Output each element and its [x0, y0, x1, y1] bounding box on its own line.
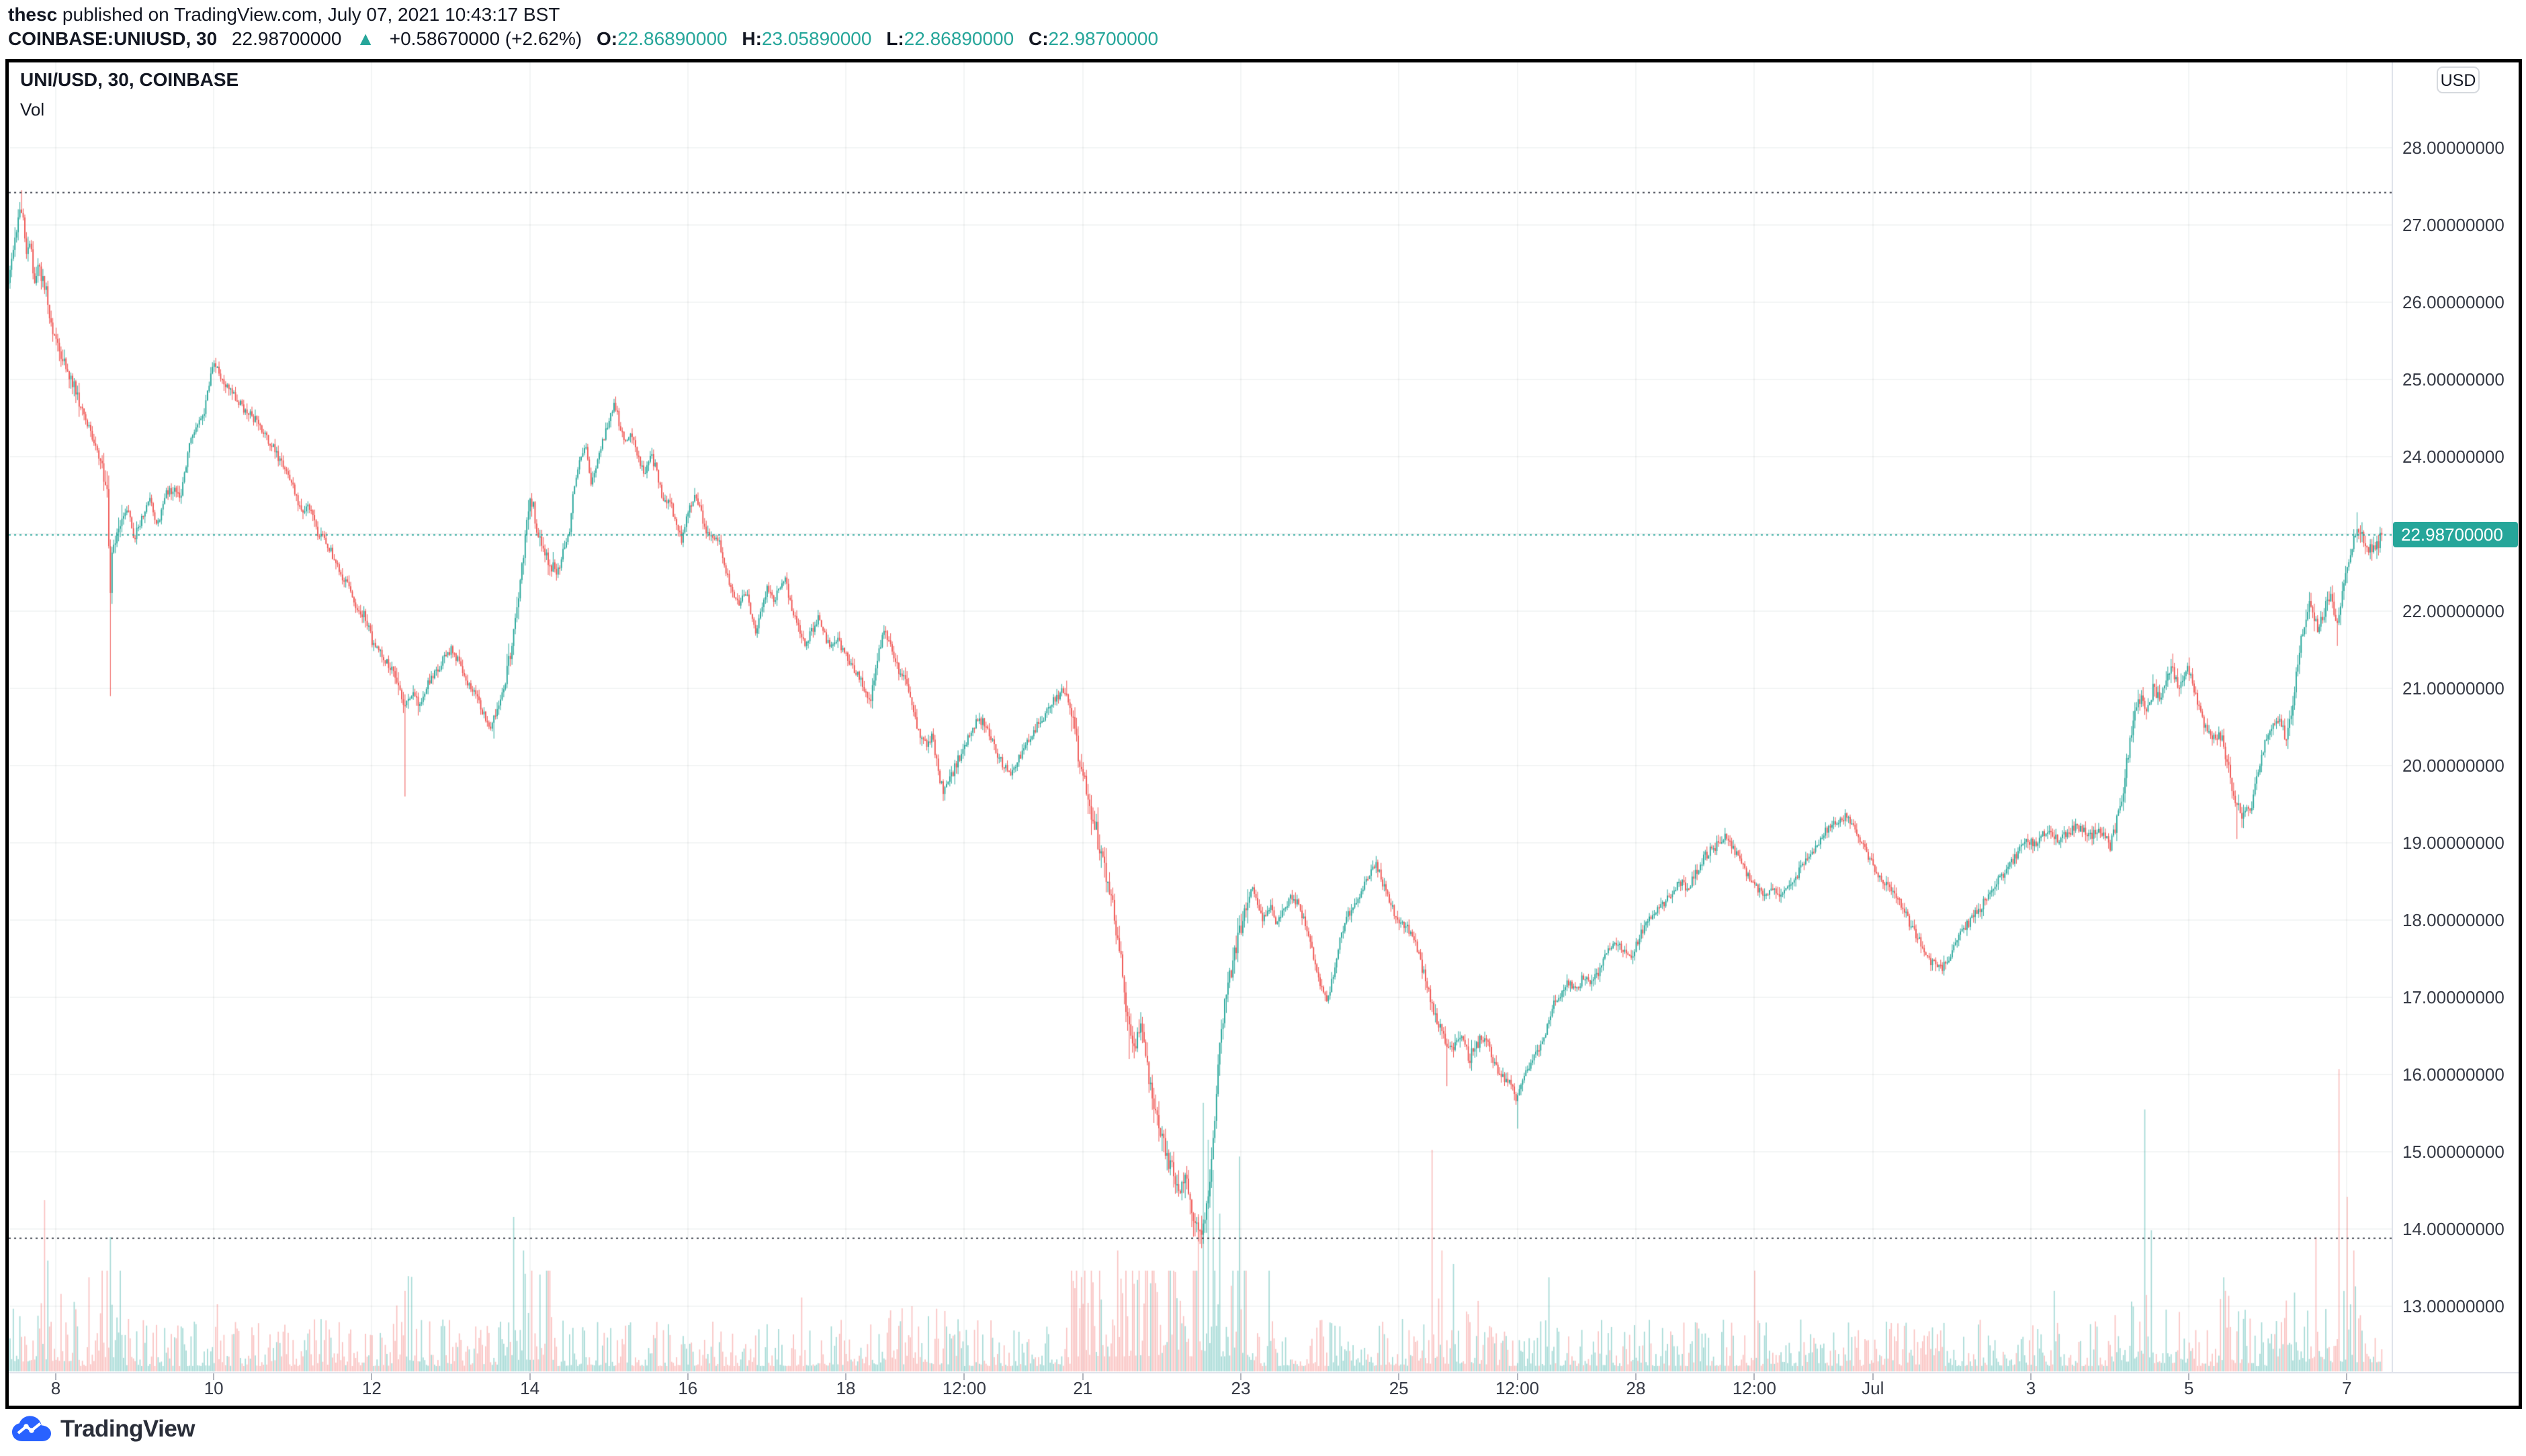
high-group: H:23.05890000	[742, 28, 871, 49]
time-axis-tick	[1240, 1373, 1242, 1380]
time-axis-label: 16	[678, 1378, 698, 1398]
time-axis-label: 28	[1626, 1378, 1646, 1398]
close-label: C:	[1028, 28, 1049, 49]
price-axis-label: 24.00000000	[2402, 447, 2505, 467]
published-byline: thesc published on TradingView.com, July…	[8, 3, 560, 26]
symbol-status-line: COINBASE:UNIUSD, 30 22.98700000 ▲ +0.586…	[8, 28, 1158, 50]
time-axis-tick	[213, 1373, 215, 1380]
time-axis-label: 12:00	[942, 1378, 986, 1398]
time-axis-tick	[2346, 1373, 2348, 1380]
time-axis-tick	[1398, 1373, 1400, 1380]
low-group: L:22.86890000	[886, 28, 1014, 49]
time-axis-label: 7	[2342, 1378, 2352, 1398]
price-axis-label: 20.00000000	[2402, 756, 2505, 776]
price-axis-label: 26.00000000	[2402, 292, 2505, 312]
time-axis-label: 10	[204, 1378, 224, 1398]
price-axis-separator	[2392, 62, 2393, 1372]
low-value: 22.86890000	[904, 28, 1014, 49]
price-axis-label: 17.00000000	[2402, 987, 2505, 1007]
time-axis-label: Jul	[1862, 1378, 1884, 1398]
time-axis-label: 12:00	[1732, 1378, 1776, 1398]
time-axis-tick	[1516, 1373, 1518, 1380]
time-axis-label: 21	[1073, 1378, 1093, 1398]
time-axis-separator	[9, 1372, 2519, 1373]
price-axis-label: 16.00000000	[2402, 1064, 2505, 1085]
price-axis-label: 13.00000000	[2402, 1296, 2505, 1316]
price-axis-label: 22.00000000	[2402, 601, 2505, 621]
time-axis-tick	[963, 1373, 965, 1380]
chart-legend-title[interactable]: UNI/USD, 30, COINBASE	[20, 69, 239, 90]
symbol-name: COINBASE:UNIUSD, 30	[8, 28, 218, 49]
price-axis-label: 18.00000000	[2402, 910, 2505, 930]
open-label: O:	[596, 28, 618, 49]
time-axis-tick	[371, 1373, 373, 1380]
low-label: L:	[886, 28, 904, 49]
price-axis-label: 19.00000000	[2402, 833, 2505, 853]
close-group: C:22.98700000	[1029, 28, 1158, 49]
price-axis-label: 15.00000000	[2402, 1142, 2505, 1162]
time-axis-tick	[2188, 1373, 2190, 1380]
high-label: H:	[742, 28, 762, 49]
author-name: thesc	[8, 4, 58, 25]
price-chart-canvas[interactable]	[9, 62, 2392, 1372]
time-axis-label: 12	[361, 1378, 382, 1398]
time-axis-label: 3	[2026, 1378, 2036, 1398]
time-axis-label: 23	[1231, 1378, 1251, 1398]
tradingview-cloud-icon	[12, 1416, 51, 1441]
time-axis-label: 8	[50, 1378, 61, 1398]
time-axis-tick	[529, 1373, 531, 1380]
price-axis-label: 25.00000000	[2402, 369, 2505, 390]
time-axis-tick	[1082, 1373, 1084, 1380]
time-axis-tick	[687, 1373, 689, 1380]
time-axis-label: 14	[520, 1378, 540, 1398]
time-axis-label: 18	[836, 1378, 856, 1398]
volume-indicator-label[interactable]: Vol	[20, 99, 45, 120]
time-axis-tick	[55, 1373, 56, 1380]
price-axis-label: 27.00000000	[2402, 215, 2505, 235]
time-axis-tick	[1635, 1373, 1637, 1380]
price-axis-label: 28.00000000	[2402, 138, 2505, 158]
price-change: +0.58670000 (+2.62%)	[389, 28, 582, 49]
open-value: 22.86890000	[617, 28, 728, 49]
price-axis-label: 14.00000000	[2402, 1219, 2505, 1239]
published-text: published on TradingView.com, July 07, 2…	[57, 4, 560, 25]
time-axis-label: 5	[2183, 1378, 2194, 1398]
last-price-badge: 22.98700000	[2393, 522, 2518, 548]
time-axis-label: 25	[1389, 1378, 1409, 1398]
tradingview-logo-text: TradingView	[60, 1416, 195, 1442]
price-axis-label: 21.00000000	[2402, 678, 2505, 698]
up-arrow-icon: ▲	[356, 28, 375, 49]
currency-toggle-button[interactable]: USD	[2437, 66, 2480, 93]
high-value: 23.05890000	[761, 28, 872, 49]
time-axis-tick	[845, 1373, 846, 1380]
time-axis-tick	[1753, 1373, 1755, 1380]
time-axis-tick	[1872, 1373, 1874, 1380]
tradingview-logo[interactable]: TradingView	[9, 1414, 195, 1444]
time-axis-label: 12:00	[1495, 1378, 1540, 1398]
last-price: 22.98700000	[231, 28, 342, 49]
open-group: O:22.86890000	[597, 28, 728, 49]
time-axis-tick	[2030, 1373, 2032, 1380]
close-value: 22.98700000	[1048, 28, 1159, 49]
